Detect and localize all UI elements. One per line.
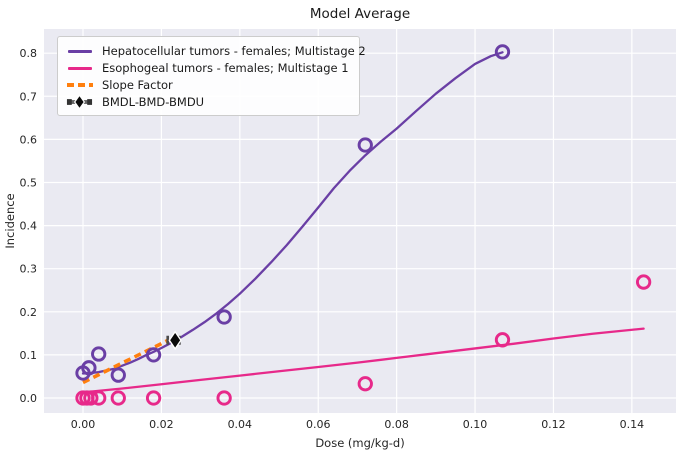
observed-data-point [494, 332, 511, 348]
y-tick-label: 0.1 [20, 349, 38, 362]
observed-data-point [216, 390, 232, 406]
x-tick-label: 0.00 [71, 418, 96, 431]
observed-data-point [145, 390, 162, 406]
errorbar-diamond-icon [66, 95, 93, 109]
legend-item: Slope Factor [66, 77, 351, 93]
y-tick-label: 0.7 [20, 90, 38, 103]
observed-data-point [81, 360, 97, 376]
observed-data-point [357, 137, 373, 153]
observed-data-point [145, 347, 162, 363]
x-tick-label: 0.02 [149, 418, 174, 431]
legend-line-swatch [66, 66, 93, 70]
observed-data-point [91, 390, 107, 406]
x-tick-label: 0.06 [306, 418, 331, 431]
y-axis-label: Incidence [3, 193, 17, 249]
legend-line-swatch [66, 49, 93, 53]
y-tick-label: 0.3 [20, 263, 38, 276]
legend-item: Hepatocellular tumors - females; Multist… [66, 43, 366, 59]
legend-item-label: BMDL-BMD-BMDU [102, 95, 205, 109]
y-tick-label: 0.6 [20, 133, 38, 146]
legend-item-label: Slope Factor [102, 78, 173, 92]
bmd-diamond [168, 330, 182, 350]
line-icon [67, 49, 92, 53]
observed-data-point [494, 44, 511, 60]
model-curve [81, 327, 645, 394]
legend-item: Esophogeal tumors - females; Multistage … [66, 60, 351, 76]
x-tick-label: 0.14 [620, 418, 645, 431]
x-tick-label: 0.12 [541, 418, 566, 431]
slope-factor-line [82, 339, 169, 385]
observed-data-point [110, 390, 126, 406]
observed-data-point [635, 274, 652, 290]
observed-data-point [357, 376, 373, 392]
chart-title: Model Average [309, 6, 411, 22]
observed-data-point [91, 346, 107, 362]
x-tick-label: 0.08 [384, 418, 409, 431]
legend-errorbar-swatch [66, 95, 93, 109]
line-icon [67, 66, 92, 70]
observed-data-point [83, 390, 99, 406]
y-tick-label: 0.0 [20, 392, 38, 405]
y-tick-label: 0.4 [20, 220, 38, 233]
dashed-line-icon [66, 83, 93, 87]
observed-data-point [110, 367, 126, 383]
legend-item-label: Esophogeal tumors - females; Multistage … [102, 61, 349, 75]
x-tick-label: 0.10 [463, 418, 488, 431]
y-tick-label: 0.5 [20, 176, 38, 189]
x-axis-label: Dose (mg/kg-d) [315, 436, 405, 450]
legend: Hepatocellular tumors - females; Multist… [57, 36, 366, 116]
legend-item: BMDL-BMD-BMDU [66, 94, 351, 110]
model-curve [81, 51, 504, 375]
legend-item-label: Hepatocellular tumors - females; Multist… [102, 44, 366, 58]
observed-data-point [216, 309, 232, 325]
x-tick-label: 0.04 [228, 418, 253, 431]
legend-dashed-swatch [66, 83, 93, 87]
y-tick-label: 0.2 [20, 306, 38, 319]
y-tick-label: 0.8 [20, 47, 38, 60]
